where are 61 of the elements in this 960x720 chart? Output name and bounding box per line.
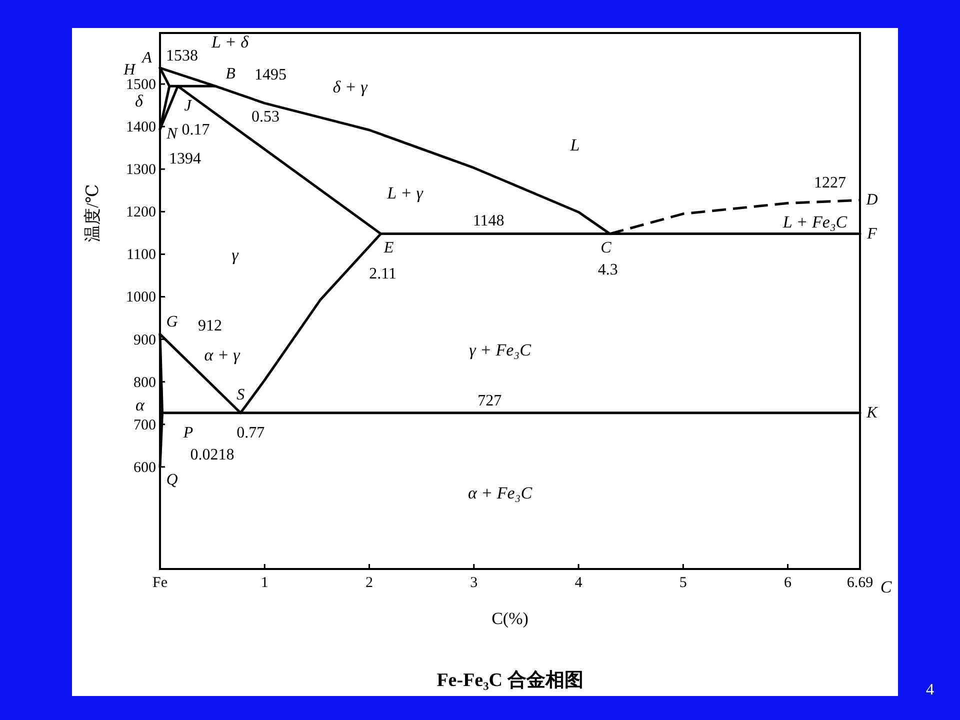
annotation: L + δ	[210, 32, 250, 52]
x-tick-label: 6.69	[846, 575, 874, 591]
annotation: 0.77	[236, 424, 265, 442]
y-tick-label: 1000	[126, 290, 156, 306]
annotation: δ + γ	[332, 78, 369, 96]
annotation: γ + Fe₃C	[469, 340, 532, 360]
annotation: B	[226, 66, 236, 83]
y-tick-label: 800	[134, 374, 156, 391]
annotation: A	[141, 49, 152, 66]
annotation: 1227	[814, 174, 846, 192]
x-tick-label: 1	[260, 575, 268, 591]
y-tick-label: 600	[134, 460, 156, 476]
y-tick-label: 700	[134, 417, 156, 434]
y-tick-label: 1500	[126, 77, 156, 94]
x-tick-label: 6	[784, 575, 792, 591]
x-tick-label: 2	[366, 575, 374, 591]
annotation: α + γ	[204, 346, 242, 364]
y-tick-label: 1400	[126, 120, 156, 136]
text: Fe-Fe₃C 合金相图	[436, 669, 584, 691]
annotation: D	[865, 192, 878, 209]
annotation: 2.11	[369, 265, 396, 282]
y-axis-title: 温度/℃	[83, 184, 102, 242]
annotation: 1394	[169, 150, 201, 168]
annotation: C	[600, 239, 612, 256]
annotation: 0.0218	[190, 446, 234, 464]
x-tick-label: 4	[574, 575, 583, 591]
annotation: γ	[232, 246, 240, 264]
text: α	[136, 396, 146, 414]
annotation: F	[866, 225, 878, 242]
y-tick-label: 1300	[126, 162, 156, 178]
annotation: G	[166, 314, 178, 331]
annotation: 0.53	[251, 108, 280, 126]
annotation: 1538	[166, 47, 198, 64]
annotation: L + γ	[386, 184, 424, 202]
annotation: P	[182, 424, 194, 442]
annotation: L + Fe₃C	[782, 212, 848, 232]
annotation: S	[236, 386, 245, 404]
annotation: Q	[166, 471, 178, 488]
annotation: E	[382, 239, 394, 256]
annotation: H	[122, 62, 137, 79]
y-tick-label: 1200	[126, 204, 156, 221]
annotation: 727	[478, 392, 502, 410]
annotation: J	[184, 98, 192, 115]
annotation: α + Fe₃C	[468, 484, 533, 502]
x-tick-label: Fe	[152, 575, 168, 591]
x-tick-label: 5	[679, 575, 687, 591]
annotation: 4.3	[598, 261, 618, 278]
x-tick-label: 3	[470, 575, 478, 591]
x-axis-title: C(%)	[492, 609, 528, 628]
text: δ	[135, 92, 144, 110]
annotation: 1148	[472, 212, 504, 230]
text: 4	[926, 682, 934, 698]
annotation: N	[166, 126, 179, 143]
y-tick-label: 1100	[126, 247, 156, 264]
text: C	[880, 578, 892, 596]
y-tick-label: 900	[134, 332, 156, 348]
annotation: 912	[198, 318, 222, 335]
annotation: L	[569, 136, 580, 154]
annotation: 0.17	[182, 122, 210, 139]
annotation: K	[866, 404, 879, 422]
annotation: 1495	[254, 66, 286, 84]
